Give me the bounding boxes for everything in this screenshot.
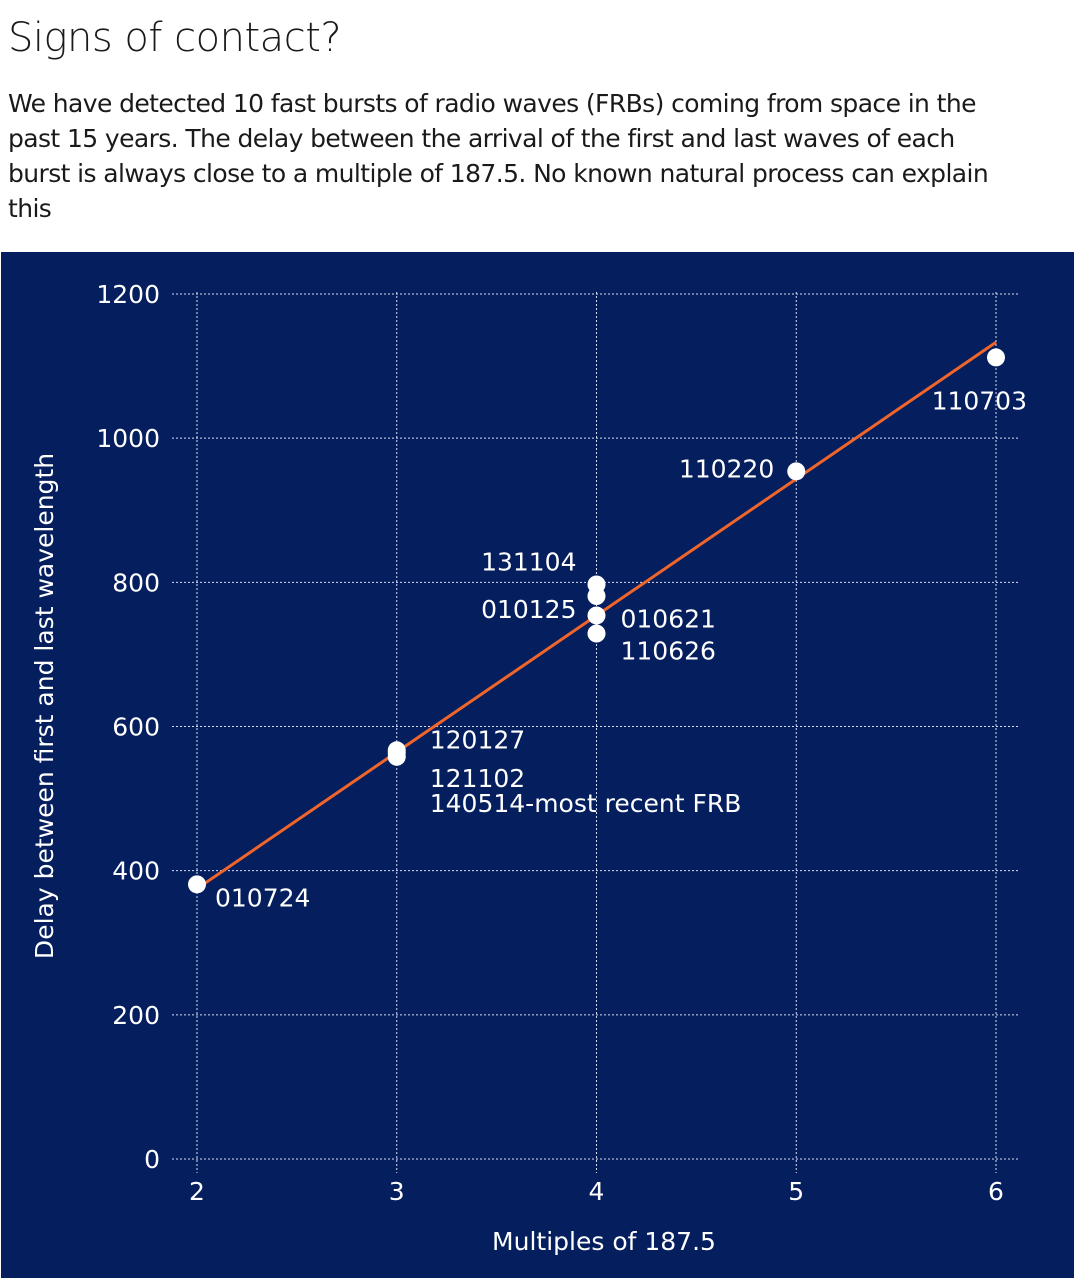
y-tick-label: 400 xyxy=(112,857,160,886)
x-tick-label: 3 xyxy=(389,1177,405,1206)
x-axis-title: Multiples of 187.5 xyxy=(492,1227,716,1256)
y-tick-label: 600 xyxy=(112,713,160,742)
data-point xyxy=(587,624,606,643)
data-point xyxy=(987,348,1005,367)
point-label: 121102 xyxy=(430,764,525,793)
point-label: 010125 xyxy=(481,595,576,624)
y-tick-label: 800 xyxy=(112,568,160,597)
point-label: 010621 xyxy=(621,604,716,633)
data-point xyxy=(188,875,206,894)
point-label: 140514-most recent FRB xyxy=(430,789,742,818)
data-point xyxy=(587,606,606,625)
y-tick-label: 1200 xyxy=(96,280,160,309)
x-tick-label: 4 xyxy=(589,1177,605,1206)
y-tick-label: 1000 xyxy=(96,424,160,453)
point-label: 010724 xyxy=(215,883,310,912)
data-point xyxy=(587,587,606,606)
chart-subtitle: We have detected 10 fast bursts of radio… xyxy=(8,89,989,223)
y-axis-ticks: 0 200 400 600 800 1000 1200 xyxy=(96,280,160,1174)
data-point xyxy=(387,744,406,763)
chart-panel xyxy=(1,252,1074,1278)
x-tick-label: 5 xyxy=(788,1177,804,1206)
x-tick-label: 6 xyxy=(988,1177,1004,1206)
y-tick-label: 200 xyxy=(112,1001,160,1030)
data-points xyxy=(188,348,1005,894)
point-label: 131104 xyxy=(481,547,576,576)
point-label: 110220 xyxy=(679,454,774,483)
chart-title: Signs of contact? xyxy=(8,15,342,61)
point-label: 110626 xyxy=(621,637,716,666)
x-axis-ticks: 2 3 4 5 6 xyxy=(189,1177,1004,1206)
data-point xyxy=(787,462,806,481)
y-tick-label: 0 xyxy=(144,1145,160,1174)
y-axis-title: Delay between first and last wavelength xyxy=(30,453,59,959)
point-label: 110703 xyxy=(932,386,1027,415)
grid xyxy=(172,292,1018,1173)
x-tick-label: 2 xyxy=(189,1177,205,1206)
point-label: 120127 xyxy=(430,725,525,754)
